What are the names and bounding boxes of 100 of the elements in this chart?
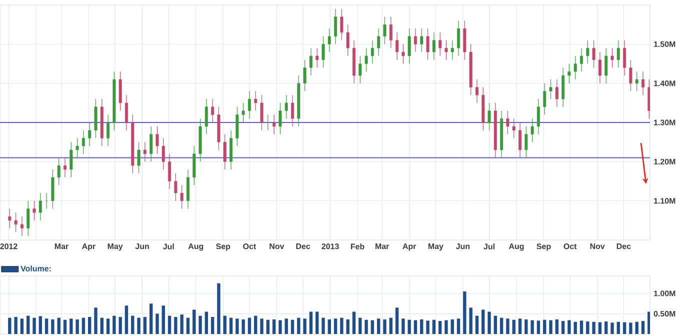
bar	[444, 320, 448, 334]
bar	[475, 316, 479, 334]
candlestick	[143, 142, 146, 162]
candlestick	[396, 32, 399, 60]
candlestick	[328, 28, 331, 52]
candlestick	[94, 98, 98, 138]
bar	[334, 318, 338, 334]
bar	[168, 316, 172, 334]
bar	[254, 316, 258, 334]
candlestick	[562, 67, 565, 108]
candlestick	[45, 192, 48, 209]
bar	[561, 321, 565, 334]
bar	[340, 318, 344, 334]
bar	[370, 320, 374, 334]
bar	[26, 316, 30, 334]
bar	[223, 316, 226, 334]
bar	[549, 320, 552, 334]
candlestick	[230, 130, 233, 170]
candlestick	[530, 118, 534, 142]
bar	[100, 318, 104, 334]
bar	[162, 306, 165, 334]
bar	[38, 316, 42, 334]
bar	[51, 319, 54, 334]
candlestick	[383, 16, 386, 44]
candlestick	[20, 216, 24, 236]
candlestick	[186, 169, 190, 209]
candlestick	[402, 44, 405, 64]
bar	[70, 318, 73, 334]
bar	[204, 312, 208, 334]
candlestick	[254, 90, 258, 112]
bar	[14, 316, 18, 334]
candlestick	[316, 48, 319, 68]
candlestick	[150, 126, 153, 162]
candlestick	[598, 52, 602, 84]
candlestick	[309, 48, 312, 76]
bar	[555, 319, 558, 334]
candlestick	[32, 200, 36, 221]
bar	[137, 318, 140, 334]
candlestick	[248, 90, 251, 119]
bar	[76, 319, 79, 334]
candlestick	[340, 8, 344, 41]
candlestick	[168, 154, 172, 190]
candlestick	[88, 122, 92, 146]
candlestick	[180, 184, 184, 209]
candlestick	[635, 71, 638, 92]
candlestick	[364, 48, 368, 72]
bar	[414, 320, 418, 334]
bar	[112, 316, 116, 334]
candlestick	[586, 40, 590, 64]
bar	[217, 283, 220, 334]
bar	[616, 322, 620, 334]
bar	[604, 321, 608, 334]
candlestick	[278, 102, 282, 135]
bar	[463, 291, 466, 334]
candlestick	[192, 146, 196, 186]
candlestick	[580, 48, 583, 72]
candlestick	[76, 138, 79, 158]
bar	[266, 320, 270, 334]
candlestick	[457, 20, 460, 56]
bar	[488, 312, 491, 334]
candlestick	[106, 114, 110, 146]
candlestick	[543, 83, 546, 115]
bar	[328, 319, 331, 334]
candlestick	[204, 98, 208, 135]
candlestick	[291, 94, 294, 127]
candlestick	[604, 48, 608, 84]
bar	[44, 318, 48, 334]
bar	[641, 321, 645, 334]
candlestick	[242, 102, 245, 123]
candlestick	[137, 142, 140, 174]
bar	[156, 314, 159, 334]
candlestick	[236, 106, 239, 146]
bar	[586, 321, 590, 334]
bar	[174, 316, 178, 334]
candlestick	[266, 114, 270, 131]
candlestick	[512, 118, 516, 138]
bar	[376, 318, 380, 334]
bar	[131, 316, 134, 334]
bar	[346, 319, 350, 334]
candlestick	[334, 8, 338, 44]
candlestick	[438, 32, 442, 56]
bar	[63, 320, 67, 334]
bar	[635, 322, 638, 334]
candlestick	[592, 40, 596, 68]
bar	[530, 320, 534, 334]
bar	[20, 318, 24, 334]
candlestick	[174, 173, 178, 202]
bar	[420, 319, 424, 334]
bar	[469, 308, 472, 334]
candlestick	[629, 60, 632, 92]
bar	[494, 316, 498, 334]
bar	[536, 320, 540, 334]
bar	[389, 318, 392, 334]
candlestick	[156, 126, 159, 154]
candlestick	[303, 60, 306, 92]
candlestick	[358, 56, 362, 84]
bar	[322, 318, 325, 334]
bar	[284, 318, 288, 334]
candlestick	[272, 114, 276, 135]
bar	[395, 308, 399, 334]
